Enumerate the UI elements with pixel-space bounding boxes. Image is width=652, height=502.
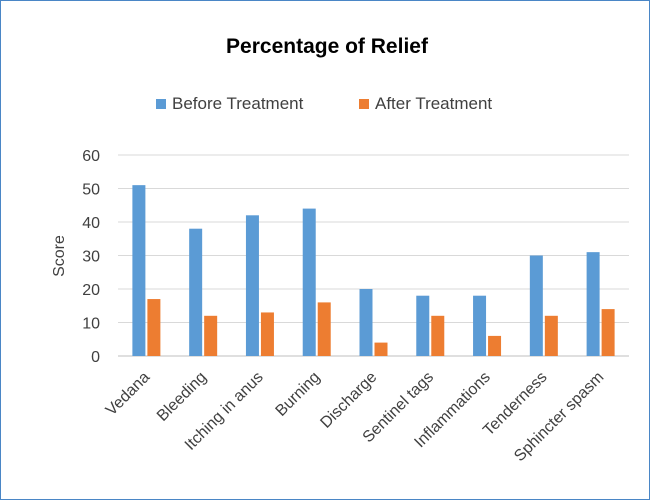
y-axis-label: Score xyxy=(51,235,68,277)
bar-after-3 xyxy=(317,302,331,356)
bar-before-6 xyxy=(473,295,487,356)
bar-after-0 xyxy=(147,299,161,356)
grid-layer xyxy=(118,154,629,357)
chart-legend: Before Treatment After Treatment xyxy=(1,94,652,116)
y-tick-label: 40 xyxy=(82,215,100,232)
bar-before-0 xyxy=(132,185,146,356)
bar-after-8 xyxy=(601,309,615,356)
bar-before-2 xyxy=(245,215,259,356)
bar-after-7 xyxy=(544,315,558,356)
legend-item-after: After Treatment xyxy=(359,94,492,114)
legend-label-after: After Treatment xyxy=(375,94,493,113)
bar-after-6 xyxy=(488,335,502,356)
legend-item-before: Before Treatment xyxy=(156,94,303,114)
bar-after-4 xyxy=(374,342,388,356)
y-tick-label: 20 xyxy=(82,282,100,299)
x-tick-label: Vedana xyxy=(103,369,153,419)
x-tick-label: Burning xyxy=(273,369,324,420)
y-tick-label: 50 xyxy=(82,182,100,199)
bar-after-1 xyxy=(204,315,218,356)
legend-swatch-before xyxy=(156,99,166,109)
bar-before-3 xyxy=(302,208,316,356)
legend-swatch-after xyxy=(359,99,369,109)
bar-after-2 xyxy=(260,312,274,356)
x-tick-label: Bleeding xyxy=(154,369,210,425)
bar-after-5 xyxy=(431,315,445,356)
bars-layer xyxy=(132,185,615,356)
y-tick-label: 60 xyxy=(82,148,100,165)
bar-before-8 xyxy=(586,252,600,356)
bar-before-4 xyxy=(359,289,373,356)
chart-title: Percentage of Relief xyxy=(226,35,428,58)
y-tick-label: 10 xyxy=(82,316,100,333)
y-tick-label: 30 xyxy=(82,249,100,266)
bar-before-5 xyxy=(416,295,430,356)
bar-before-1 xyxy=(189,228,203,356)
bar-before-7 xyxy=(529,255,543,356)
y-tick-label: 0 xyxy=(91,349,100,366)
legend-label-before: Before Treatment xyxy=(172,94,304,113)
